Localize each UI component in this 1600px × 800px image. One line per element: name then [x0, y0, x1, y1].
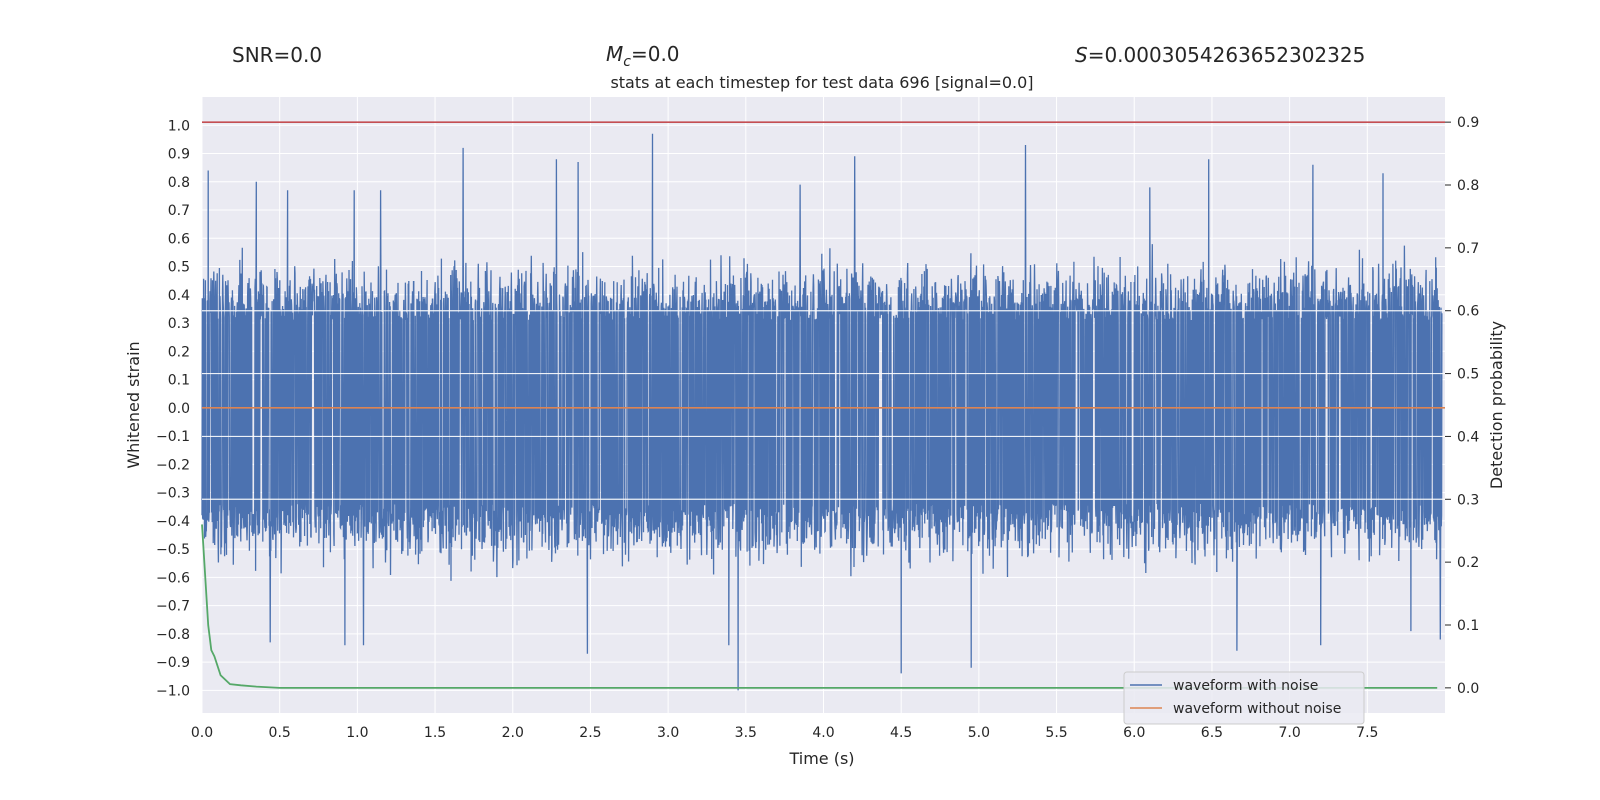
y-axis-label: Whitened strain [124, 341, 143, 468]
mc-value: =0.0 [631, 42, 680, 66]
series-layer [201, 121, 1445, 691]
y-tick-label: −0.8 [156, 627, 190, 643]
s-symbol: S [1075, 43, 1088, 67]
x-tick-label: 3.5 [735, 725, 757, 741]
x-tick-label: 1.5 [424, 725, 446, 741]
x-tick-label: 7.0 [1278, 725, 1300, 741]
y-tick-label: 0.6 [168, 231, 190, 247]
y2-tick-label: 0.4 [1457, 429, 1479, 445]
y-tick-label: 0.5 [168, 260, 190, 276]
y-tick-label: −0.3 [156, 486, 190, 502]
y-tick-label: 0.2 [168, 344, 190, 360]
x-tick-label: 1.0 [346, 725, 368, 741]
y-tick-label: −0.4 [156, 514, 190, 530]
y-tick-label: 0.7 [168, 203, 190, 219]
x-axis-label: Time (s) [788, 749, 854, 768]
y-tick-label: −0.1 [156, 429, 190, 445]
chart-title: stats at each timestep for test data 696… [610, 73, 1033, 92]
y-tick-label: 0.8 [168, 175, 190, 191]
x-tick-label: 0.5 [269, 725, 291, 741]
y-tick-label: −1.0 [156, 683, 190, 699]
y2-tick-label: 0.8 [1457, 178, 1479, 194]
mc-symbol: M [606, 42, 623, 66]
legend-frame [1123, 671, 1365, 725]
x-tick-label: 0.0 [191, 725, 213, 741]
x-tick-label: 5.0 [968, 725, 990, 741]
y2-tick-label: 0.9 [1457, 115, 1479, 131]
y-tick-label: −0.2 [156, 457, 190, 473]
y-tick-label: 0.0 [168, 401, 190, 417]
y-tick-label: 0.4 [168, 288, 190, 304]
y-tick-label: −0.5 [156, 542, 190, 558]
x-tick-label: 3.0 [657, 725, 679, 741]
y2-tick-label: 0.5 [1457, 367, 1479, 383]
x-tick-label: 5.5 [1045, 725, 1067, 741]
waveform-with-noise-line [201, 133, 1443, 691]
y-tick-label: −0.6 [156, 570, 190, 586]
y2-tick-label: 0.6 [1457, 304, 1479, 320]
s-stat: S=0.0003054263652302325 [1075, 43, 1365, 67]
detection-probability-line [201, 524, 1438, 689]
x-tick-label: 6.0 [1123, 725, 1145, 741]
y2-axis-label: Detection probability [1487, 321, 1506, 489]
mc-subscript: c [623, 54, 631, 70]
legend: waveform with noise waveform without noi… [1123, 671, 1365, 725]
x-axis-ticks: 0.0 0.5 1.0 1.5 2.0 2.5 3.0 3.5 4.0 4.5 5.0 5.5 6.0 6… [191, 725, 1379, 741]
y-tick-label: 1.0 [168, 118, 190, 134]
y-tick-label: −0.7 [156, 599, 190, 615]
y2-tick-label: 0.1 [1457, 618, 1479, 634]
y-tick-label: 0.3 [168, 316, 190, 332]
y2-tick-label: 0.3 [1457, 492, 1479, 508]
legend-label-with-noise: waveform with noise [1173, 678, 1318, 694]
legend-label-without-noise: waveform without noise [1173, 701, 1341, 717]
y2-axis-ticks: 0.9 0.8 0.7 0.6 0.5 0.4 0.3 0.2 0.1 0.0 [1445, 115, 1479, 697]
y2-tick-label: 0.2 [1457, 555, 1479, 571]
x-tick-label: 2.0 [502, 725, 524, 741]
y2-tick-label: 0.0 [1457, 681, 1479, 697]
x-tick-label: 4.0 [812, 725, 834, 741]
y-tick-label: 0.1 [168, 373, 190, 389]
chirp-mass-stat: Mc=0.0 [606, 42, 680, 70]
y-tick-label: 0.9 [168, 147, 190, 163]
y-axis-ticks: 1.0 0.9 0.8 0.7 0.6 0.5 0.4 0.3 0.2 0.1 0.0 −0.1 −0.… [156, 118, 190, 699]
snr-stat: SNR=0.0 [232, 43, 322, 67]
x-tick-label: 7.5 [1356, 725, 1378, 741]
y2-tick-label: 0.7 [1457, 241, 1479, 257]
x-tick-label: 6.5 [1201, 725, 1223, 741]
x-tick-label: 2.5 [579, 725, 601, 741]
x-tick-label: 4.5 [890, 725, 912, 741]
y-tick-label: −0.9 [156, 655, 190, 671]
s-value: =0.0003054263652302325 [1088, 43, 1366, 67]
